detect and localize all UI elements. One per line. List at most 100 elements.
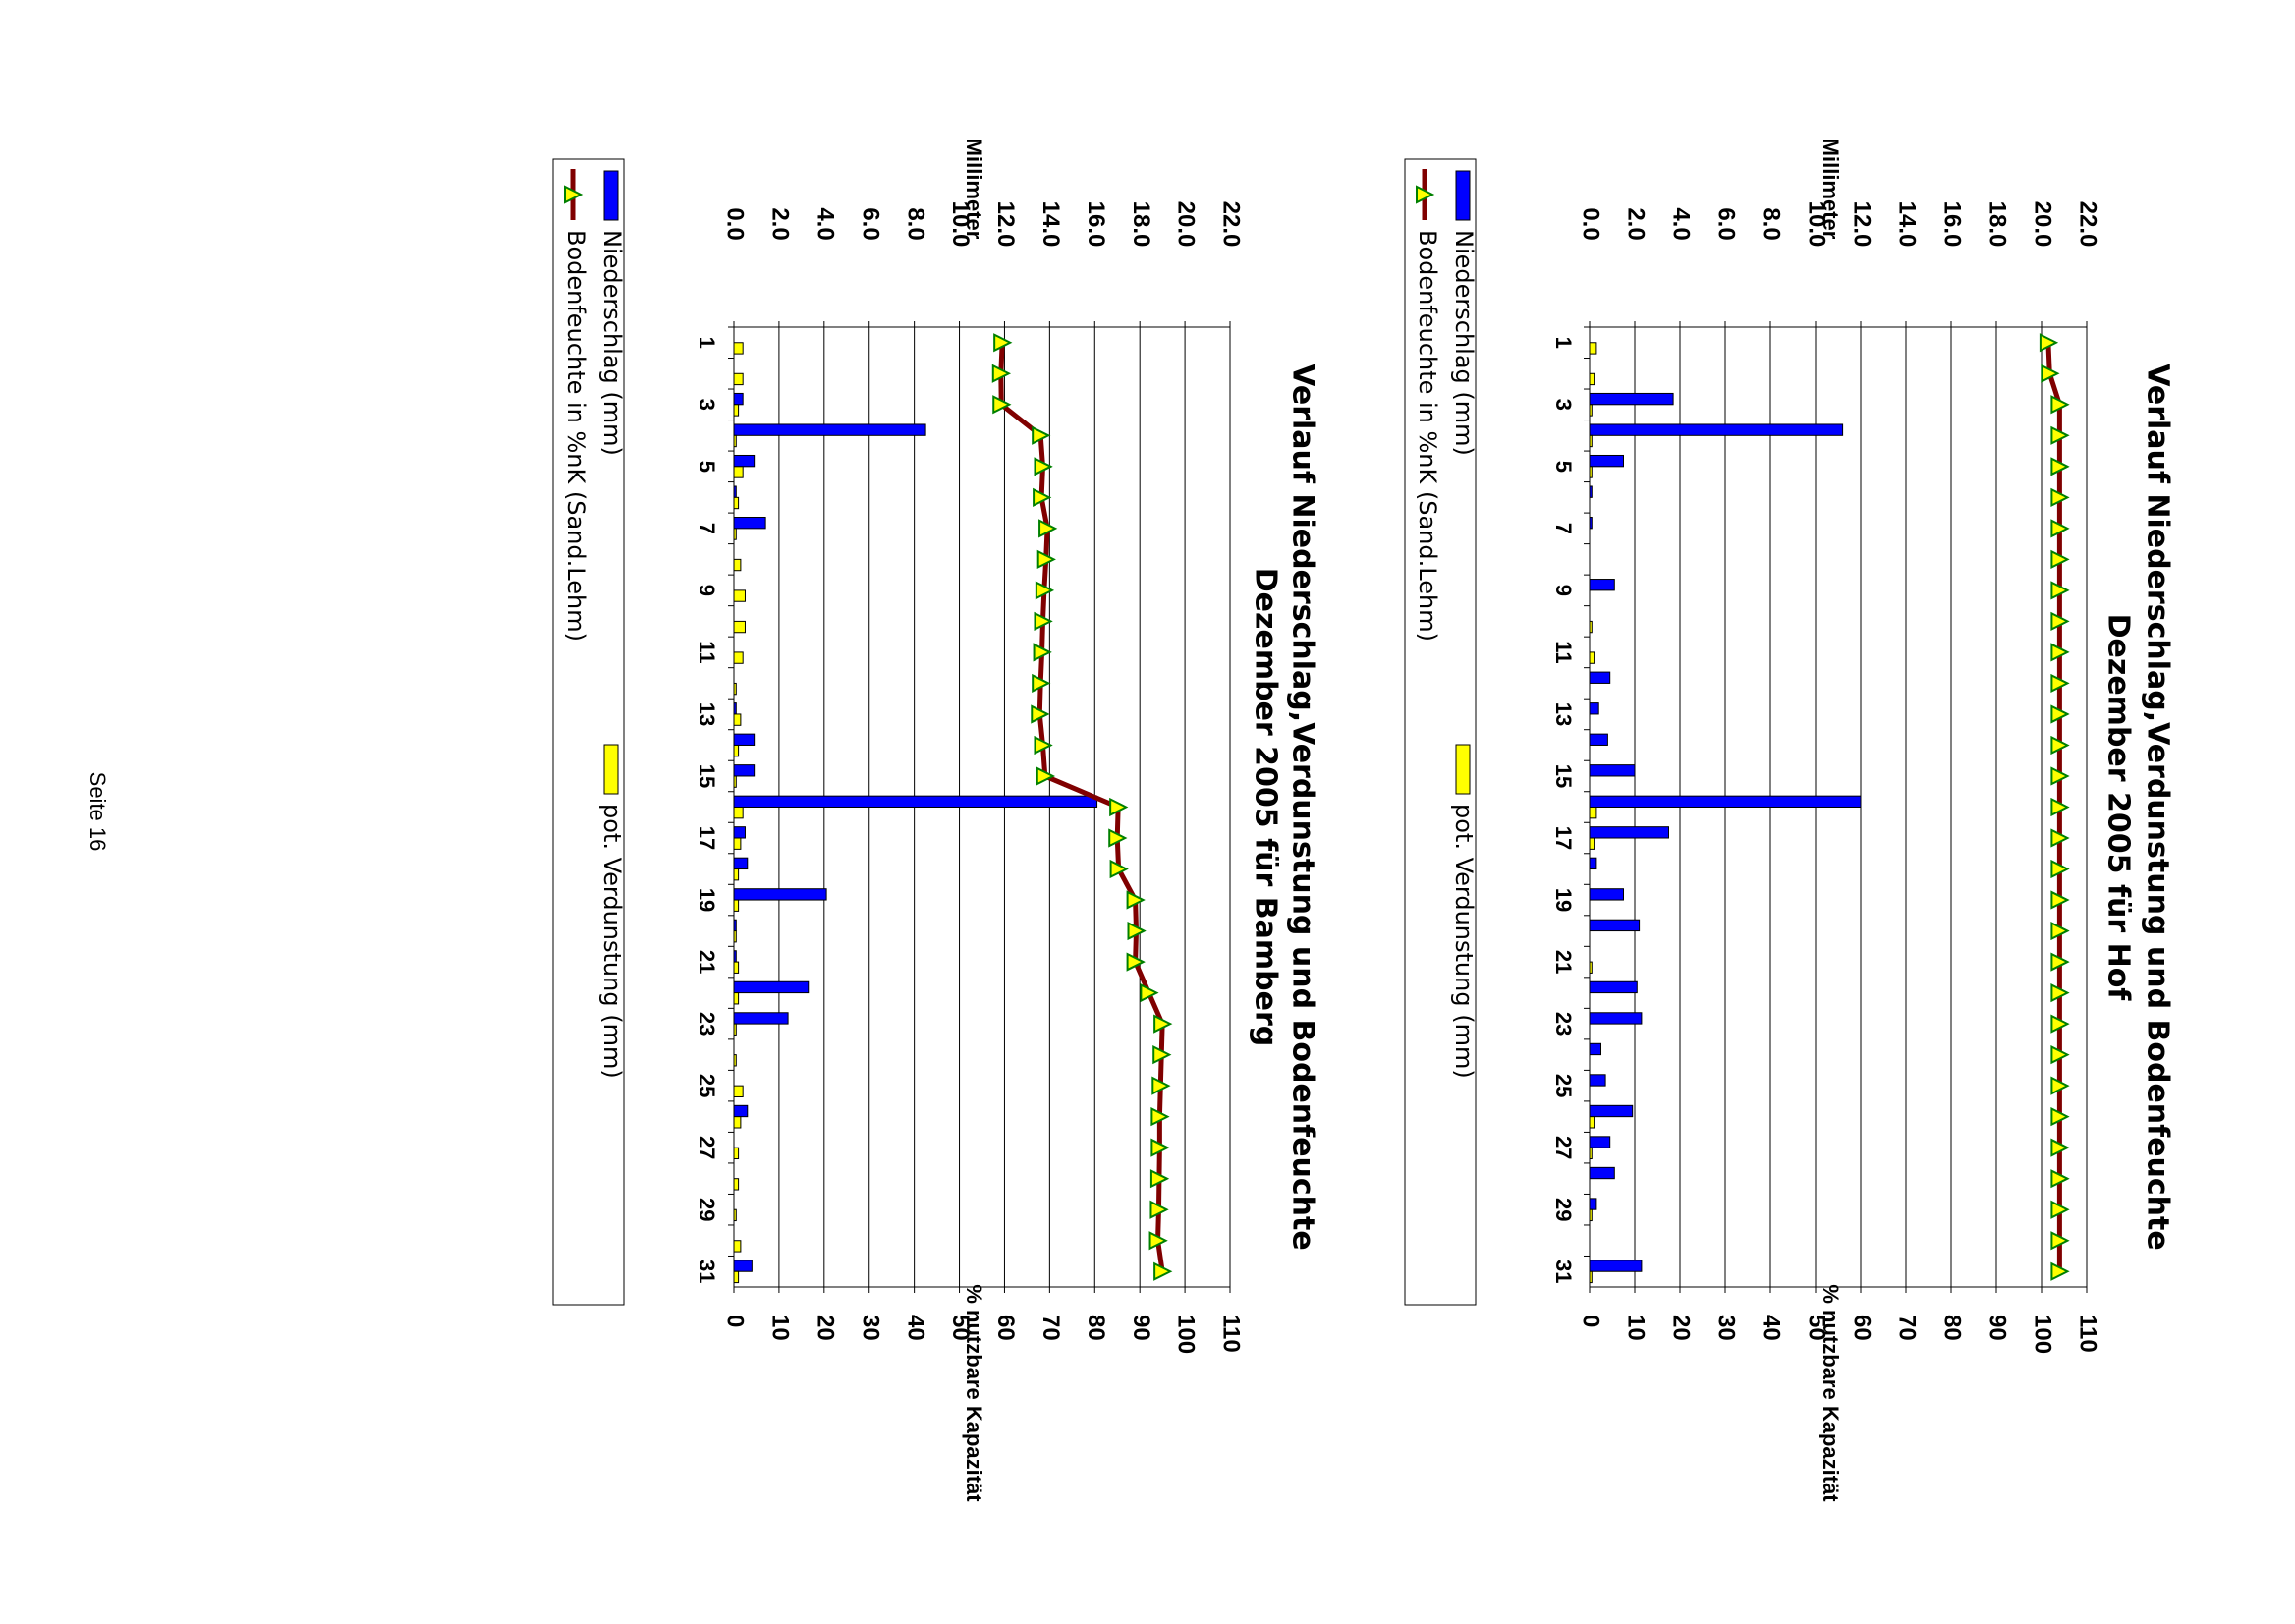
- soil-marker: [1153, 1014, 1173, 1034]
- x-tick-label: 23: [1551, 1012, 1576, 1036]
- x-tick-label: 23: [695, 1012, 719, 1036]
- y-right-tick-label: 100: [2030, 1315, 2056, 1354]
- x-tick-label: 13: [695, 702, 719, 726]
- precip-bar: [1589, 919, 1641, 932]
- y-right-axis-label: % nutzbare Kapazität: [1819, 1284, 1843, 1502]
- y-right-tick-label: 90: [1985, 1315, 2011, 1341]
- soil-marker: [2050, 766, 2070, 786]
- soil-marker: [991, 364, 1012, 383]
- evap-bar: [733, 899, 740, 912]
- precip-bar: [1589, 980, 1638, 994]
- soil-marker: [1036, 549, 1056, 569]
- soil-marker: [2050, 952, 2070, 972]
- soil-marker: [2050, 1231, 2070, 1251]
- precip-bar: [1589, 454, 1624, 468]
- soil-marker: [2050, 519, 2070, 538]
- y-left-tick-label: 22.0: [2075, 201, 2101, 248]
- evap-bar: [733, 1240, 742, 1253]
- x-tick-label: 19: [695, 888, 719, 912]
- y-right-tick-label: 70: [1894, 1315, 1921, 1341]
- precip-bar: [1589, 1012, 1643, 1025]
- evap-bar: [733, 744, 740, 757]
- evap-bar: [1589, 1270, 1593, 1284]
- precip-bar: [1589, 671, 1611, 684]
- precip-bar: [1589, 423, 1844, 436]
- precip-bar: [733, 826, 746, 839]
- precip-bar: [733, 423, 926, 436]
- x-tick-label: 31: [695, 1260, 719, 1283]
- precip-bar: [1589, 485, 1593, 498]
- y-left-tick-label: 8.0: [1759, 207, 1785, 240]
- y-right-tick-label: 40: [1759, 1315, 1785, 1341]
- soil-marker: [1034, 457, 1053, 476]
- evap-bar: [733, 1054, 737, 1067]
- soil-marker: [1149, 1169, 1170, 1189]
- y-left-tick-label: 16.0: [1939, 201, 1966, 248]
- evap-bar: [1589, 1147, 1593, 1160]
- x-tick-label: 1: [1551, 337, 1576, 349]
- precip-bar: [1589, 1166, 1615, 1180]
- x-tick-label: 7: [1551, 523, 1576, 534]
- page-footer: Seite 16: [85, 772, 110, 852]
- legend-swatch-evap: [603, 744, 619, 795]
- x-tick-label: 9: [1551, 585, 1576, 596]
- soil-marker: [2050, 425, 2070, 445]
- evap-bar: [1589, 837, 1595, 850]
- soil-marker: [2050, 859, 2070, 879]
- precip-bar: [1589, 392, 1674, 406]
- soil-marker: [2050, 643, 2070, 662]
- soil-marker: [2050, 1076, 2070, 1095]
- soil-marker: [1127, 921, 1147, 941]
- y-right-tick-label: 60: [992, 1315, 1019, 1341]
- precip-bar: [1589, 795, 1862, 808]
- soil-marker: [2050, 921, 2070, 941]
- y-left-tick-label: 8.0: [902, 207, 928, 240]
- y-right-tick-label: 50: [1804, 1315, 1830, 1341]
- y-right-tick-label: 0: [1578, 1315, 1604, 1327]
- precip-bar: [733, 888, 827, 901]
- precip-bar: [1589, 1136, 1611, 1148]
- y-left-tick-label: 14.0: [1894, 201, 1921, 248]
- precip-bar: [733, 485, 737, 498]
- soil-marker: [1152, 1045, 1172, 1065]
- soil-marker: [1150, 1107, 1170, 1127]
- evap-bar: [733, 496, 740, 510]
- soil-marker: [2050, 1107, 2070, 1127]
- x-tick-label: 11: [1551, 641, 1576, 663]
- soil-marker: [1151, 1076, 1171, 1095]
- soil-marker: [2050, 395, 2070, 415]
- soil-marker: [1038, 519, 1058, 538]
- chart-hof: 0.0 2.0 4.0 6.0 8.0 10.0 12.0 14.0 16.0 18.0 20.0 2…: [1404, 139, 2175, 1502]
- y-right-tick-label: 30: [857, 1315, 883, 1341]
- precip-bar: [1589, 888, 1624, 901]
- chart-bamberg: 0.0 2.0 4.0 6.0 8.0 10.0 12.0 14.0 16.0 18.0 20.0 2…: [552, 139, 1320, 1502]
- evap-bar: [1589, 434, 1593, 448]
- evap-bar: [733, 651, 744, 664]
- soil-marker: [2050, 1014, 2070, 1034]
- x-tick-label: 31: [1551, 1260, 1576, 1283]
- soil-marker: [1149, 1200, 1169, 1219]
- chart-subtitle: Dezember 2005 für Bamberg: [1249, 568, 1283, 1046]
- x-tick-label: 1: [695, 337, 719, 349]
- soil-marker: [2050, 1169, 2070, 1189]
- y-left-tick-label: 0.0: [1578, 207, 1604, 240]
- y-left-tick-label: 20.0: [2030, 201, 2056, 248]
- evap-bar: [733, 589, 746, 602]
- soil-marker: [1033, 643, 1052, 662]
- x-tick-label: 3: [695, 399, 719, 411]
- evap-bar: [733, 372, 744, 386]
- evap-bar: [1589, 651, 1595, 664]
- evap-bar: [733, 837, 742, 850]
- soil-marker: [1036, 766, 1056, 786]
- precip-bar: [1589, 1198, 1597, 1210]
- legend-swatch-evap: [1455, 744, 1471, 795]
- legend-swatch-precip: [603, 170, 619, 221]
- y-left-tick-label: 2.0: [1623, 207, 1650, 240]
- legend-label-precip: Niederschlag (mm): [1450, 230, 1478, 456]
- y-right-tick-label: 60: [1849, 1315, 1875, 1341]
- evap-bar: [1589, 342, 1597, 355]
- y-left-tick-label: 14.0: [1037, 201, 1064, 248]
- soil-marker: [1035, 581, 1055, 600]
- precip-bar: [1589, 857, 1597, 870]
- legend-label-soil: Bodenfeuchte in %nK (Sand.Lehm): [1414, 230, 1441, 642]
